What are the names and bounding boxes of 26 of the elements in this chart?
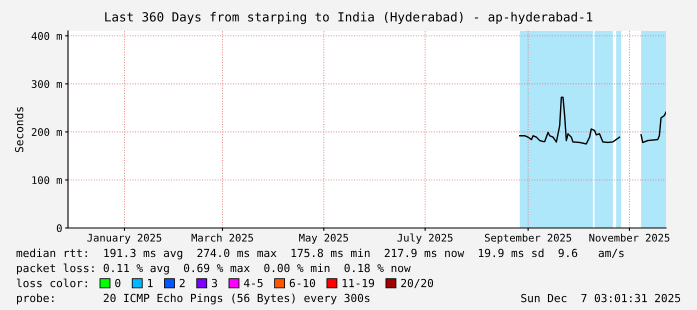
x-tick-label: January 2025 (87, 234, 162, 244)
legend-label: 3 (212, 278, 218, 288)
x-tick-label: March 2025 (192, 234, 254, 242)
legend-label: 4-5 (244, 278, 263, 288)
y-tick-label: 100 m (32, 176, 62, 184)
legend-label: 11-19 (342, 278, 374, 288)
legend-label: 1 (148, 278, 153, 288)
x-tick-label: May 2025 (299, 234, 348, 244)
chart-title: Last 360 Days from starping to India (Hyderabad) - ap-hyderabad-1 (105, 12, 592, 24)
x-tick-label: July 2025 (397, 234, 453, 244)
text: packet loss: 0.11 % avg 0.69 % max 0.00 % min 0.18 % now (17, 264, 411, 274)
y-tick-label: 0 (56, 224, 62, 232)
legend-label: 0 (115, 278, 120, 288)
legend-title: loss color: (16, 278, 87, 288)
y-tick-label: 400 m (32, 32, 62, 40)
text: Sun Dec 7 03:01:31 2025 (521, 294, 680, 302)
legend-label: 6-10 (290, 278, 316, 288)
text: probe: 20 ICMP Echo Pings (56 Bytes) every 300s (17, 294, 370, 304)
x-tick-label: November 2025 (589, 234, 670, 242)
text: median rtt: 191.3 ms avg 274.0 ms max 175.8 ms min 217.9 ms now 19.9 ms sd 9.6 am/s (16, 248, 624, 260)
y-tick-label: 200 m (32, 128, 62, 136)
legend-label: 2 (180, 278, 185, 288)
legend-label: 20/20 (401, 278, 434, 288)
x-tick-label: September 2025 (484, 234, 572, 244)
y-tick-label: 300 m (32, 80, 62, 88)
y-axis-title: Seconds (14, 107, 24, 152)
